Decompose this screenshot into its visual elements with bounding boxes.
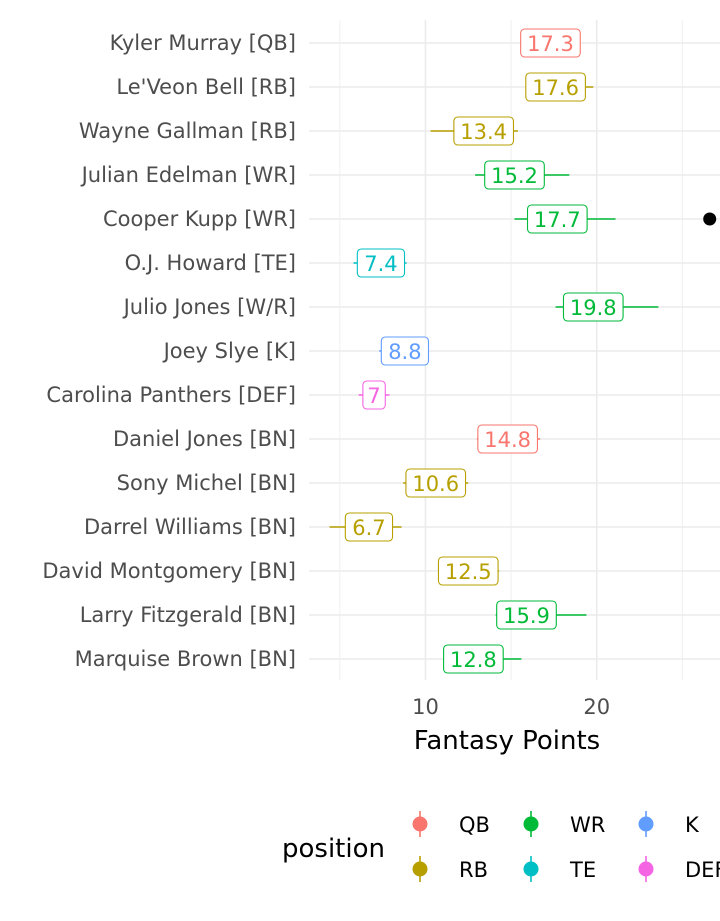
data-label: 17.6: [532, 76, 579, 100]
grid: [309, 20, 720, 680]
y-tick-label: Julian Edelman [WR]: [80, 163, 296, 187]
data-label: 7: [367, 384, 380, 408]
data-label-box: [437, 556, 499, 586]
y-tick-label: Wayne Gallman [RB]: [79, 119, 296, 143]
legend-item: WR: [523, 811, 605, 837]
y-tick-label: O.J. Howard [TE]: [125, 251, 296, 275]
data-label: 13.4: [460, 120, 507, 144]
x-tick-label: 20: [583, 695, 610, 719]
legend: position QB RB WR TE K DEF: [282, 811, 720, 882]
y-tick-label: Kyler Murray [QB]: [110, 31, 296, 55]
legend-key-point: [412, 816, 428, 832]
data-label-box: [443, 644, 504, 674]
data-label-box: [526, 204, 588, 234]
legend-label: QB: [459, 813, 490, 837]
data-label: 7.4: [364, 252, 397, 276]
data-label: 15.9: [503, 604, 550, 628]
data-label: 10.6: [412, 472, 459, 496]
y-tick-label: Cooper Kupp [WR]: [103, 207, 296, 231]
legend-key-point: [638, 861, 654, 877]
data-label: 14.8: [484, 428, 531, 452]
y-tick-label: Marquise Brown [BN]: [75, 647, 296, 671]
data-label: 12.8: [450, 648, 497, 672]
data-label-box: [484, 160, 545, 190]
x-axis-title: Fantasy Points: [414, 726, 600, 756]
legend-key-point: [523, 816, 539, 832]
data-label-box: [525, 72, 586, 102]
data-label-box: [405, 468, 467, 498]
data-label-box: [520, 28, 581, 58]
legend-key-point: [523, 861, 539, 877]
y-tick-label: Carolina Panthers [DEF]: [46, 383, 296, 407]
legend-item: K: [638, 811, 700, 837]
data-label-box: [477, 424, 539, 454]
data-label: 17.7: [534, 208, 581, 232]
y-tick-label: Le'Veon Bell [RB]: [116, 75, 296, 99]
data-label: 6.7: [352, 516, 385, 540]
y-tick-label: Julio Jones [W/R]: [122, 295, 296, 319]
x-tick-label: 10: [412, 695, 439, 719]
y-axis-labels: Kyler Murray [QB] Le'Veon Bell [RB] Wayne …: [42, 31, 296, 671]
legend-key-point: [638, 816, 654, 832]
y-tick-label: Larry Fitzgerald [BN]: [80, 603, 296, 627]
x-axis-ticks: 10 20: [412, 695, 610, 719]
extra-point: [703, 212, 717, 226]
data-label-box: [453, 116, 515, 146]
marks: 17.3 17.6 13.4 15.2 17.7 7.4 19.8 8.8 7 14.8 10.6 6…: [329, 28, 717, 674]
data-label-box: [380, 336, 430, 366]
y-tick-label: Joey Slye [K]: [162, 339, 296, 363]
legend-label: WR: [570, 813, 605, 837]
legend-item: RB: [412, 856, 488, 882]
data-label: 19.8: [570, 296, 617, 320]
legend-item: QB: [412, 811, 490, 837]
data-label: 15.2: [491, 164, 538, 188]
data-label-box: [344, 512, 394, 542]
legend-key-point: [412, 861, 428, 877]
legend-item: TE: [523, 856, 596, 882]
legend-label: RB: [459, 858, 488, 882]
data-label: 17.3: [527, 32, 574, 56]
y-tick-label: David Montgomery [BN]: [42, 559, 296, 583]
data-label-box: [356, 248, 406, 278]
y-tick-label: Sony Michel [BN]: [117, 471, 296, 495]
data-label-box: [362, 380, 386, 410]
legend-label: TE: [569, 858, 596, 882]
legend-item: DEF: [638, 856, 720, 882]
data-label: 8.8: [388, 340, 421, 364]
legend-label: DEF: [685, 858, 720, 882]
data-label: 12.5: [445, 560, 492, 584]
y-tick-label: Darrel Williams [BN]: [84, 515, 296, 539]
legend-title: position: [282, 834, 385, 864]
y-tick-label: Daniel Jones [BN]: [113, 427, 296, 451]
legend-label: K: [685, 813, 700, 837]
data-label-box: [496, 600, 557, 630]
data-label-box: [562, 292, 624, 322]
